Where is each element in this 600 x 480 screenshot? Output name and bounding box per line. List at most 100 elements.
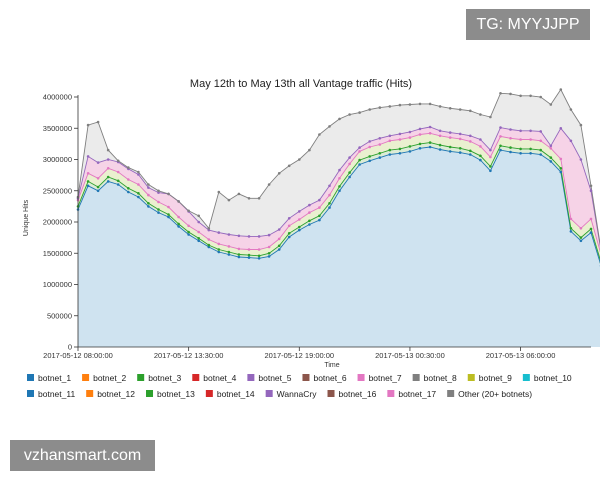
legend-item: botnet_7 bbox=[357, 373, 402, 383]
point-botnet-1 bbox=[378, 156, 382, 159]
point-botnet-1 bbox=[247, 256, 251, 259]
point-botnet-1 bbox=[86, 184, 90, 188]
point-botnet-3 bbox=[529, 147, 532, 151]
point-botnet-7 bbox=[499, 135, 502, 138]
point-other-20-botnets- bbox=[499, 92, 502, 95]
point-botnet-3 bbox=[408, 145, 412, 148]
point-other-20-botnets- bbox=[489, 115, 492, 119]
point-botnet-1 bbox=[267, 255, 271, 258]
y-tick-label: 3000000 bbox=[43, 155, 72, 164]
point-other-20-botnets- bbox=[237, 192, 241, 196]
legend-swatch bbox=[27, 374, 34, 381]
point-other-20-botnets- bbox=[539, 95, 542, 99]
legend-item: botnet_14 bbox=[205, 389, 255, 399]
point-other-20-botnets- bbox=[167, 192, 170, 196]
point-botnet-3 bbox=[106, 175, 110, 179]
x-tick-label: 2017-05-13 00:30:00 bbox=[375, 351, 445, 360]
point-other-20-botnets- bbox=[479, 113, 482, 116]
legend-item: botnet_8 bbox=[412, 373, 457, 383]
point-botnet-1 bbox=[277, 248, 281, 251]
point-wannacry bbox=[157, 191, 160, 194]
point-botnet-7 bbox=[106, 167, 110, 170]
point-wannacry bbox=[147, 186, 150, 189]
point-wannacry bbox=[539, 130, 542, 133]
point-botnet-3 bbox=[267, 252, 271, 255]
legend-label: botnet_3 bbox=[148, 373, 181, 383]
legend-item: botnet_2 bbox=[82, 373, 126, 383]
point-other-20-botnets- bbox=[227, 198, 231, 202]
point-botnet-7 bbox=[127, 178, 130, 181]
point-botnet-3 bbox=[287, 232, 291, 235]
point-botnet-3 bbox=[509, 146, 512, 149]
point-botnet-3 bbox=[428, 141, 432, 144]
point-botnet-3 bbox=[549, 156, 553, 159]
y-tick-label: 500000 bbox=[47, 311, 72, 320]
point-other-20-botnets- bbox=[348, 113, 351, 116]
point-botnet-1 bbox=[388, 153, 392, 156]
point-botnet-1 bbox=[308, 223, 311, 226]
point-botnet-7 bbox=[157, 200, 160, 204]
legend-swatch bbox=[205, 390, 213, 397]
point-botnet-7 bbox=[579, 227, 583, 230]
point-other-20-botnets- bbox=[569, 108, 573, 111]
point-wannacry bbox=[408, 130, 412, 134]
point-botnet-3 bbox=[469, 149, 472, 153]
point-wannacry bbox=[227, 233, 231, 236]
point-other-20-botnets- bbox=[448, 107, 452, 110]
point-other-20-botnets- bbox=[157, 189, 160, 193]
point-botnet-3 bbox=[127, 187, 130, 190]
point-botnet-7 bbox=[167, 205, 170, 209]
point-other-20-botnets- bbox=[187, 209, 190, 213]
point-botnet-1 bbox=[458, 151, 462, 154]
point-botnet-3 bbox=[96, 185, 100, 189]
legend-label: botnet_12 bbox=[97, 389, 135, 399]
point-botnet-7 bbox=[137, 183, 140, 186]
point-botnet-1 bbox=[106, 180, 110, 183]
point-botnet-1 bbox=[448, 150, 452, 153]
point-botnet-1 bbox=[438, 148, 442, 151]
point-other-20-botnets- bbox=[549, 103, 553, 106]
legend-label: botnet_5 bbox=[258, 373, 291, 383]
point-other-20-botnets- bbox=[368, 108, 372, 111]
point-other-20-botnets- bbox=[267, 183, 271, 186]
point-botnet-7 bbox=[298, 218, 301, 221]
legend-swatch bbox=[522, 374, 530, 381]
point-botnet-3 bbox=[227, 250, 231, 254]
legend-label: botnet_9 bbox=[479, 373, 512, 383]
legend-swatch bbox=[146, 390, 154, 397]
point-wannacry bbox=[338, 168, 341, 172]
point-botnet-7 bbox=[96, 177, 100, 180]
point-botnet-1 bbox=[589, 231, 593, 234]
point-botnet-7 bbox=[458, 137, 462, 141]
point-other-20-botnets- bbox=[147, 183, 150, 186]
point-botnet-7 bbox=[569, 217, 573, 221]
point-other-20-botnets- bbox=[469, 109, 472, 113]
point-botnet-3 bbox=[438, 143, 442, 147]
legend-label: botnet_2 bbox=[93, 373, 126, 383]
x-tick-label: 2017-05-12 08:00:00 bbox=[43, 351, 113, 360]
point-wannacry bbox=[519, 129, 522, 133]
point-botnet-7 bbox=[589, 217, 593, 221]
point-other-20-botnets- bbox=[127, 166, 130, 169]
legend-swatch bbox=[302, 374, 310, 381]
point-wannacry bbox=[197, 220, 200, 224]
point-botnet-7 bbox=[257, 248, 261, 251]
point-botnet-3 bbox=[116, 179, 120, 183]
legend-item: botnet_9 bbox=[467, 373, 512, 383]
y-tick-label: 1500000 bbox=[43, 249, 72, 258]
chart-title: May 12th to May 13th all Vantage traffic… bbox=[190, 78, 412, 90]
point-botnet-3 bbox=[348, 171, 351, 174]
point-botnet-1 bbox=[116, 183, 120, 186]
y-tick-label: 0 bbox=[68, 343, 72, 352]
point-wannacry bbox=[348, 156, 351, 159]
legend-item: botnet_17 bbox=[387, 389, 436, 399]
point-botnet-1 bbox=[368, 159, 372, 163]
legend-item: WannaCry bbox=[265, 389, 317, 399]
legend-label: botnet_16 bbox=[339, 389, 377, 399]
point-botnet-1 bbox=[579, 239, 583, 243]
point-botnet-3 bbox=[479, 154, 482, 158]
point-botnet-3 bbox=[177, 222, 180, 226]
point-botnet-1 bbox=[207, 245, 211, 249]
point-other-20-botnets- bbox=[197, 214, 200, 218]
